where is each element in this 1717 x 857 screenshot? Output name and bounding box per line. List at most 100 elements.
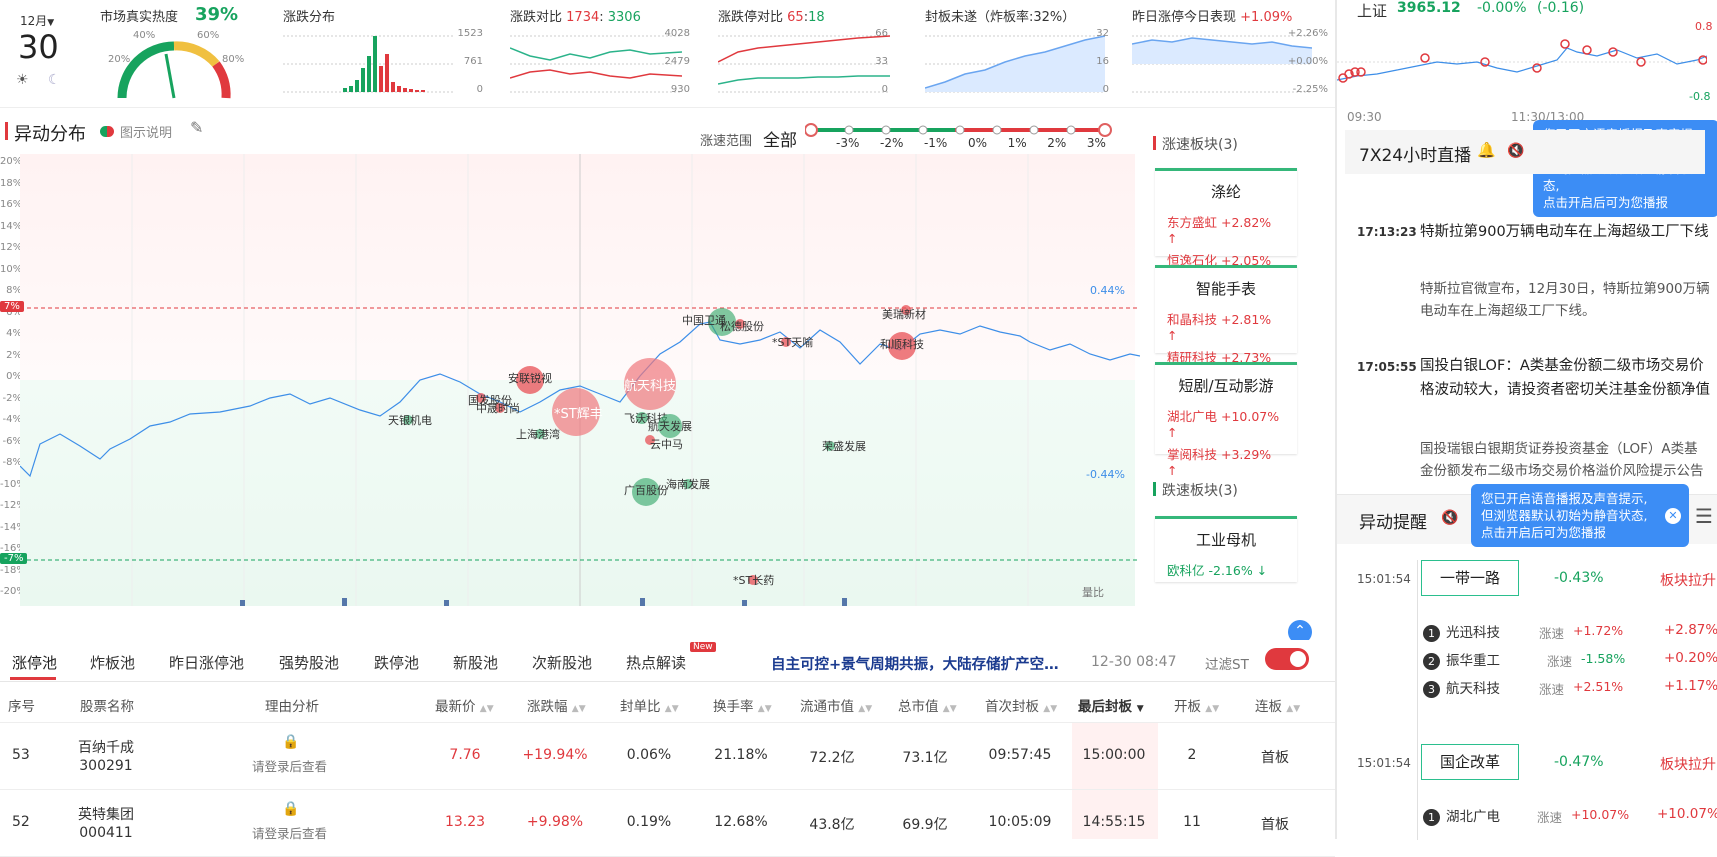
menu-icon[interactable]: ☰ <box>1695 504 1713 528</box>
tab-strong-pool[interactable]: 强势股池 <box>279 654 340 672</box>
sector-stock[interactable]: 精研科技 +2.73% ↑ <box>1155 345 1297 383</box>
col-price[interactable]: 最新价 ▲▼ <box>435 695 494 715</box>
login-hint[interactable]: 请登录后查看 <box>252 826 328 841</box>
range-slider[interactable] <box>805 120 1115 154</box>
sector-card[interactable]: 涤纶 东方盛虹 +2.82% ↑ 恒逸石化 +2.05% ↑ <box>1155 168 1297 284</box>
rise-fall-compare-chart[interactable]: 涨跌对比 1734: 3306 4028 2479 930 <box>510 6 710 102</box>
index-intraday-chart[interactable] <box>1337 20 1707 106</box>
col-last-seal[interactable]: 最后封板 ▼ <box>1078 695 1144 715</box>
bell-icon[interactable]: 🔔 <box>1477 141 1496 159</box>
table-row[interactable]: 52 英特集团 000411 🔒 请登录后查看 13.23 +9.98% 0.1… <box>0 791 1335 857</box>
tab-limit-up-pool[interactable]: 涨停池 <box>12 654 58 672</box>
stock-bubble[interactable] <box>636 412 648 424</box>
change: +19.94% <box>522 747 588 763</box>
col-first-seal[interactable]: 首次封板 ▲▼ <box>985 695 1057 715</box>
table-row[interactable]: 53 百纳千成 300291 🔒 请登录后查看 7.76 +19.94% 0.0… <box>0 724 1335 790</box>
stock-bubble[interactable] <box>632 478 660 506</box>
stock-bubble[interactable] <box>624 358 676 410</box>
stock-bubble[interactable] <box>781 337 791 347</box>
stock-bubble[interactable] <box>535 429 545 439</box>
stock-bubble-label: 安联锐视 <box>508 371 552 385</box>
y-tick-label: 0% <box>6 371 22 383</box>
stock-bubble[interactable] <box>476 393 486 403</box>
stock-bubble[interactable] <box>403 415 413 425</box>
rise-fall-distribution-chart[interactable]: 涨跌分布 1523 761 0 <box>283 6 483 102</box>
rank-badge: 1 <box>1423 809 1440 826</box>
moon-icon[interactable]: ☾ <box>48 72 61 88</box>
tab-broken-pool[interactable]: 炸板池 <box>90 654 136 672</box>
chart-tick: 761 <box>463 56 483 67</box>
filter-st-toggle[interactable] <box>1265 648 1309 670</box>
stock-name[interactable]: 英特集团 <box>78 807 134 823</box>
sector-button[interactable]: 国企改革 <box>1421 744 1519 780</box>
alert-stock[interactable]: 1 光迅科技 <box>1423 621 1500 642</box>
col-float-cap[interactable]: 流通市值 ▲▼ <box>800 695 872 715</box>
col-opens[interactable]: 开板 ▲▼ <box>1174 695 1219 715</box>
chart-title: 涨跌分布 <box>283 10 336 25</box>
col-chg[interactable]: 涨跌幅 ▲▼ <box>527 695 586 715</box>
y-tick-label: 10% <box>0 263 23 275</box>
news-title[interactable]: 特斯拉第900万辆电动车在上海超级工厂下线 <box>1420 224 1709 240</box>
stock-bubble[interactable] <box>748 575 758 585</box>
sector-stock[interactable]: 掌阅科技 +3.29% ↑ <box>1155 442 1297 480</box>
stock-bubble[interactable] <box>658 414 682 438</box>
stock-name: 掌阅科技 <box>1167 447 1218 462</box>
sector-button[interactable]: 一带一路 <box>1421 560 1519 596</box>
stock-bubble[interactable] <box>888 332 916 360</box>
stock-bubble[interactable] <box>516 366 544 394</box>
headline-link[interactable]: 自主可控+景气周期共振，大陆存储扩产空… <box>771 657 1059 673</box>
login-hint[interactable]: 请登录后查看 <box>252 759 328 774</box>
yesterday-limit-today-chart[interactable]: 昨日涨停今日表现 +1.09% +2.26% +0.00% -2.25% <box>1132 6 1332 102</box>
stock-bubble[interactable] <box>645 435 655 445</box>
tab-sub-new-pool[interactable]: 次新股池 <box>532 654 593 672</box>
news-title[interactable]: 国投白银LOF：A类基金份额二级市场交易价格波动较大，请投资者密切关注基金份额净… <box>1420 358 1710 398</box>
limit-down-count: 18 <box>808 10 825 25</box>
stock-bubble[interactable] <box>901 305 911 315</box>
col-no: 序号 <box>8 699 35 715</box>
tab-yesterday-limit-pool[interactable]: 昨日涨停池 <box>169 654 245 672</box>
sector-stock[interactable]: 欧科亿 -2.16% ↓ <box>1155 558 1297 581</box>
legend-icon[interactable] <box>100 126 114 137</box>
alert-stock[interactable]: 1 湖北广电 <box>1423 805 1500 826</box>
chart-tick: +2.26% <box>1287 28 1328 39</box>
mute-icon[interactable]: 🔇 <box>1507 143 1525 159</box>
legend-button[interactable]: 图示说明 <box>120 126 173 141</box>
sector-stock[interactable]: 湖北广电 +10.07% ↑ <box>1155 404 1297 442</box>
sun-icon[interactable]: ☀ <box>16 72 29 88</box>
edit-icon[interactable]: ✎ <box>190 118 204 137</box>
sector-stock[interactable]: 东方盛虹 +2.82% ↑ <box>1155 210 1297 248</box>
tab-limit-down-pool[interactable]: 跌停池 <box>374 654 420 672</box>
calendar-widget[interactable]: 12月▼ <box>20 12 54 29</box>
sector-card[interactable]: 智能手表 和晶科技 +2.81% ↑ 精研科技 +2.73% ↑ <box>1155 265 1297 381</box>
col-turnover[interactable]: 换手率 ▲▼ <box>713 695 772 715</box>
heat-label: 市场真实热度 <box>100 10 179 25</box>
mute-icon[interactable]: 🔇 <box>1441 510 1459 526</box>
stock-bubble[interactable] <box>825 441 835 451</box>
stock-bubble[interactable] <box>683 479 693 489</box>
stock-name[interactable]: 百纳千成 <box>78 740 134 756</box>
failed-seal-chart[interactable]: 封板未遂（炸板率:32%） 32 16 0 <box>925 6 1125 102</box>
col-seal-ratio[interactable]: 封单比 ▲▼ <box>620 695 679 715</box>
range-tick: -3% <box>836 136 860 150</box>
sector-stock[interactable]: 和晶科技 +2.81% ↑ <box>1155 307 1297 345</box>
sector-card[interactable]: 工业母机 欧科亿 -2.16% ↓ <box>1155 516 1297 582</box>
stock-bubble[interactable] <box>552 388 600 436</box>
alert-stock[interactable]: 3 航天科技 <box>1423 677 1500 698</box>
stock-bubble[interactable] <box>735 319 745 329</box>
col-total-cap[interactable]: 总市值 ▲▼ <box>898 695 957 715</box>
tab-new-stock-pool[interactable]: 新股池 <box>453 654 499 672</box>
stock-bubble[interactable] <box>708 308 736 336</box>
y-tick-label: 20% <box>0 156 23 167</box>
news-body: 特斯拉官微宣布，12月30日，特斯拉第900万辆电动车在上海超级工厂下线。 <box>1420 281 1710 319</box>
limit-compare-chart[interactable]: 涨跌停对比 65:18 66 33 0 <box>718 6 908 102</box>
tab-hot-topics[interactable]: 热点解读 <box>626 654 687 672</box>
stock-bubble[interactable] <box>495 403 505 413</box>
sound-tip-bubble[interactable]: 您已开启语音播报及声音提示, 但浏览器默认初始为静音状态, 点击开启后可为您播报… <box>1471 484 1689 547</box>
index-name[interactable]: 上证 <box>1357 2 1388 20</box>
col-boards[interactable]: 连板 ▲▼ <box>1255 695 1300 715</box>
y-tick-label: 8% <box>6 285 22 297</box>
sector-card[interactable]: 短剧/互动影游 湖北广电 +10.07% ↑ 掌阅科技 +3.29% ↑ <box>1155 362 1297 478</box>
alert-stock[interactable]: 2 振华重工 <box>1423 649 1500 670</box>
close-icon[interactable]: ✕ <box>1665 508 1681 524</box>
